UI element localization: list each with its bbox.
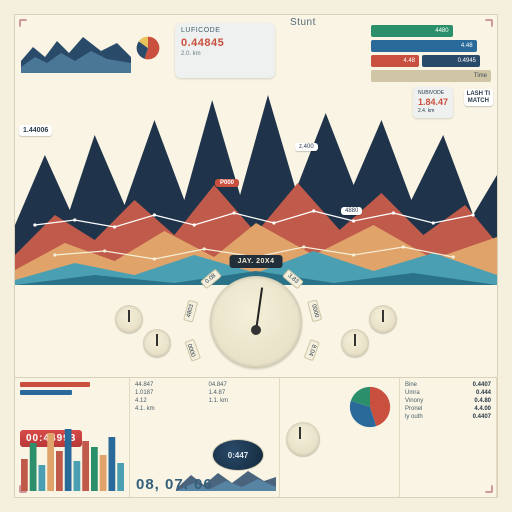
card-subvalue: 2.0. km [181,51,269,58]
metric-row: 04.847 [209,382,275,388]
horizontal-bar [20,390,72,395]
kv-row: Vinony0.4.80 [405,398,491,404]
metric-card-right: NUBIVODE 1.84.47 2.4. km [413,87,453,118]
chart-pill-red: P000 [215,179,239,187]
kv-row: ly outh0.4407 [405,414,491,420]
bottom-col-kv: Bine0.4407 Umra0.444 Vinony0.4.80 Pronel4.4… [400,378,497,497]
card-subvalue: 2.4. km [418,108,448,115]
card-title: LUFICODE [181,27,269,35]
metric-row: 1.4.87 [209,390,275,396]
dashboard-frame: LUFICODE 0.44845 2.0. km Stunt 4480 4.48 4… [14,14,498,498]
mini-gauge [369,305,397,333]
stat-badge: 4480 [371,25,453,37]
gauge-fan-label: 0000 [307,300,322,323]
kv-row: Umra0.444 [405,390,491,396]
gauge-fan-label: 0.08 [200,269,222,289]
horizontal-bar [20,382,90,387]
bottom-col-timer: 00:44993 [15,378,130,497]
kv-row: Pronel4.4.00 [405,406,491,412]
bottom-strip: 00:44993 44.847 1.0187 4.12 4.1. km 04.847 1… [15,377,497,497]
mini-pie-chart [135,35,161,63]
page-title: Stunt [290,17,316,28]
metric-row: 44.847 [135,382,201,388]
gauge-fan-label: 4803 [183,300,198,323]
stat-badge: 4.48 [371,40,477,52]
gauge-fan-label: 8.04 [304,339,320,361]
card-value: 0.44845 [181,37,269,50]
chart-tag: z.400 [295,143,318,151]
gauge-center-dot [251,325,261,335]
gauge-heading: JAY. 20X4 [230,255,283,268]
clock-readout: 08, 07. 06 [136,476,213,493]
mini-gauge [115,305,143,333]
metric-row: 4.12 [135,398,201,404]
main-gauge: JAY. 20X4 000048030.083.8300008.04 [191,257,321,387]
mini-bar-chart [20,421,125,491]
bottom-col-metrics: 44.847 1.0187 4.12 4.1. km 04.847 1.4.87 1.1.… [130,378,280,497]
chart-tag-small: 4880 [341,207,362,215]
metric-row: 1.1. km [209,398,275,404]
mini-gauge [143,329,171,357]
left-value-label: 1.44006 [19,125,52,136]
metric-row: 4.1. km [135,406,201,412]
metric-row: 1.0187 [135,390,201,396]
right-match-label: LASH TIMATCH [464,89,493,106]
clock-icon [286,422,320,456]
kv-row: Bine0.4407 [405,382,491,388]
card-title: NUBIVODE [418,90,448,97]
gauge-fan-label: 0000 [184,338,201,361]
pie-chart [347,384,393,432]
bottom-col-pie [280,378,400,497]
gauge-zone: JAY. 20X4 000048030.083.8300008.04 [15,247,497,387]
mini-gauge [341,329,369,357]
card-value: 1.84.47 [418,97,448,109]
